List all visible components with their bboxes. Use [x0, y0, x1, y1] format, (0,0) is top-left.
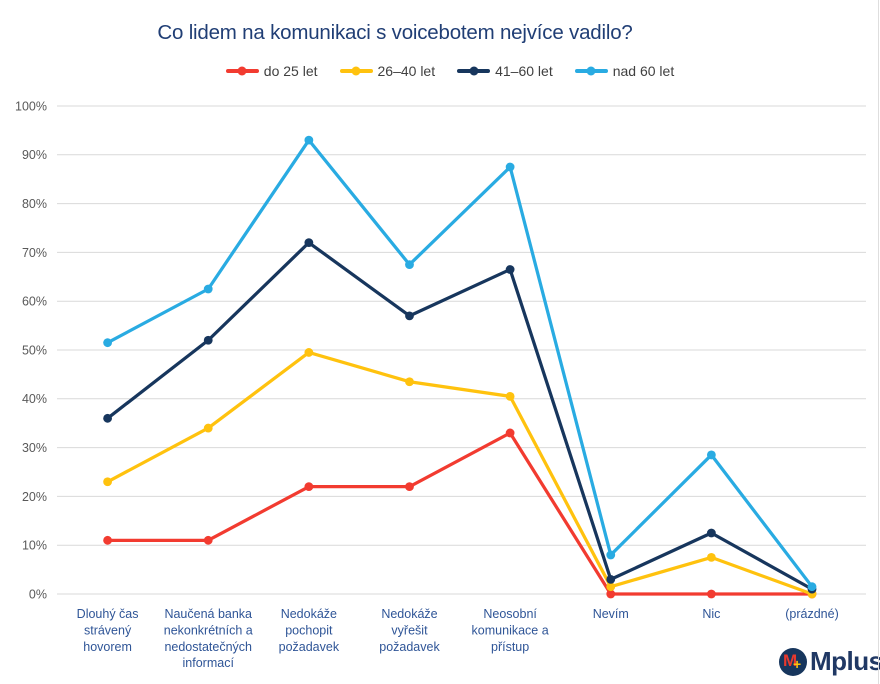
legend-marker-dot-icon [237, 66, 247, 76]
x-tick-label-4: Neosobní komunikace a přístup [472, 607, 549, 654]
legend-marker-icon [574, 66, 608, 76]
legend-marker-dot-icon [469, 66, 479, 76]
data-point-s3-c3 [405, 260, 414, 269]
x-tick-label-2: Nedokáže pochopit požadavek [279, 607, 340, 654]
data-point-s2-c0 [103, 413, 112, 423]
y-tick-label-60: 60% [22, 295, 47, 309]
series-line-0 [105, 431, 814, 596]
y-tick-label-20: 20% [22, 490, 47, 504]
data-point-s3-c2 [304, 135, 314, 145]
y-tick-label-10: 10% [22, 539, 47, 553]
data-point-s3-c6 [706, 450, 716, 460]
data-point-s2-c6 [706, 528, 716, 538]
legend-item-1: 26–40 let [339, 63, 436, 79]
data-point-s2-c1 [203, 335, 213, 345]
data-point-s0-c1 [203, 535, 213, 545]
data-point-s0-c0 [103, 535, 112, 545]
legend-marker-icon [457, 66, 491, 76]
x-tick-label-0: Dlouhý čas strávený hovorem [77, 607, 139, 654]
x-tick-label-7: (prázdné) [785, 607, 839, 621]
data-point-s1-c2 [304, 348, 314, 357]
data-point-s3-c4 [505, 162, 515, 172]
data-point-s3-c7 [807, 582, 817, 592]
data-point-s0-c6 [706, 589, 716, 599]
logo-plus-glyph: + [793, 655, 802, 672]
data-point-s0-c2 [304, 482, 314, 492]
data-point-s2-c3 [405, 311, 414, 321]
data-point-s1-c3 [405, 377, 414, 387]
mplus-logo: M + Mplus [779, 646, 880, 677]
data-point-s1-c1 [203, 423, 213, 433]
legend-marker-icon [225, 66, 259, 76]
logo-m-glyph: M [783, 650, 798, 670]
data-point-s2-c4 [505, 265, 515, 274]
y-tick-label-80: 80% [22, 197, 47, 211]
y-tick-label-100: 100% [15, 99, 47, 113]
y-tick-label-40: 40% [22, 392, 47, 406]
series-line-1 [105, 350, 814, 596]
x-tick-label-5: Nevím [593, 607, 629, 621]
data-point-s3-c5 [606, 550, 616, 560]
mplus-logo-icon: M + [779, 647, 807, 676]
data-point-s2-c5 [606, 574, 616, 584]
y-tick-label-0: 0% [29, 587, 47, 601]
y-tick-label-30: 30% [22, 441, 47, 455]
legend-marker-dot-icon [351, 66, 361, 76]
data-point-s1-c4 [505, 391, 515, 401]
x-tick-label-3: Nedokáže vyřešit požadavek [379, 607, 440, 654]
data-point-s2-c2 [304, 238, 314, 248]
data-point-s0-c4 [505, 428, 515, 438]
data-point-s3-c1 [203, 284, 213, 294]
data-point-s3-c0 [103, 338, 112, 348]
x-tick-label-1: Naučená banka nekonkrétních a nedostatečný… [164, 607, 253, 670]
series-line-2 [105, 241, 814, 591]
legend-label: 41–60 let [495, 63, 553, 79]
chart-legend: do 25 let 26–40 let 41–60 let nad 60 let [20, 62, 880, 80]
data-point-s1-c0 [103, 477, 112, 487]
y-tick-label-70: 70% [22, 246, 47, 260]
chart-title: Co lidem na komunikaci s voicebotem nejv… [157, 21, 633, 44]
legend-item-0: do 25 let [225, 63, 318, 79]
legend-item-3: nad 60 let [574, 63, 675, 79]
legend-label: do 25 let [263, 63, 318, 79]
legend-label: nad 60 let [612, 63, 675, 79]
legend-item-2: 41–60 let [457, 63, 553, 79]
series-line-3 [105, 138, 814, 589]
legend-marker-dot-icon [586, 66, 596, 76]
y-tick-label-50: 50% [22, 343, 47, 357]
data-point-s0-c5 [606, 589, 616, 599]
x-tick-label-6: Nic [702, 607, 720, 621]
mplus-logo-text: Mplus [810, 646, 880, 676]
legend-marker-icon [339, 66, 373, 76]
y-tick-label-90: 90% [22, 148, 47, 162]
data-point-s1-c6 [706, 553, 716, 562]
data-point-s1-c5 [606, 582, 616, 592]
legend-label: 26–40 let [377, 63, 436, 79]
screenshot-right-edge [878, 0, 879, 684]
data-point-s0-c3 [405, 482, 414, 492]
